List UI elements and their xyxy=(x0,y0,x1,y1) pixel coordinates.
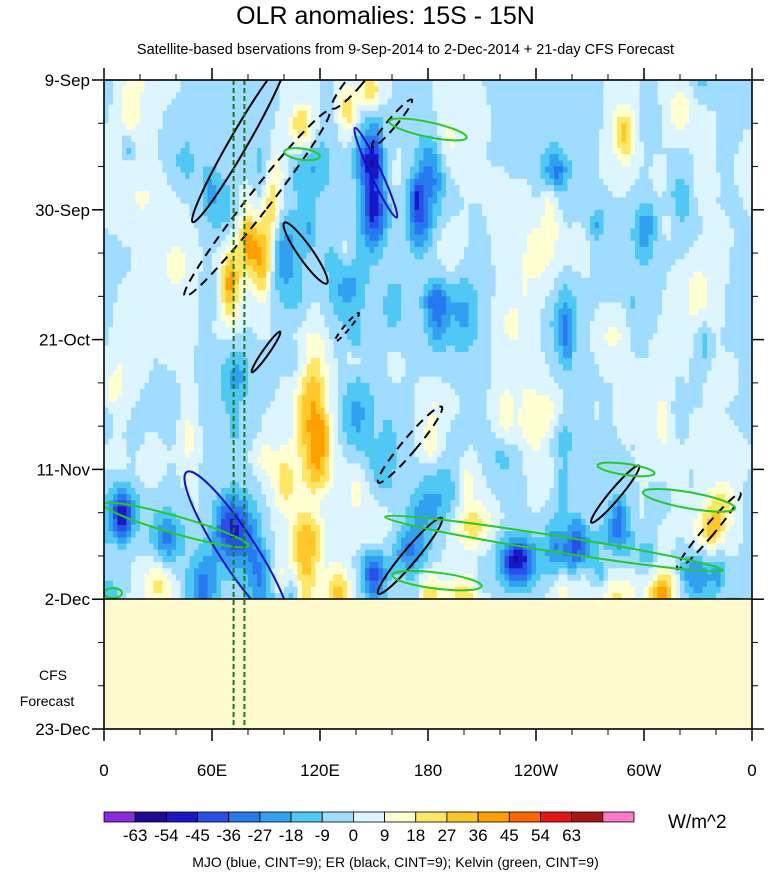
colorbar-swatch xyxy=(165,811,198,823)
y-tick-label: 2-Dec xyxy=(45,590,91,609)
wave-filter-contours xyxy=(104,80,752,599)
chart-subtitle: Satellite-based bservations from 9-Sep-2… xyxy=(136,42,675,58)
colorbar-label: 18 xyxy=(406,826,425,845)
kelvin-contour xyxy=(641,487,737,513)
colorbar-swatch xyxy=(415,811,448,823)
y-tick-label: 21-Oct xyxy=(39,331,90,350)
er-contour-dashed xyxy=(333,311,361,343)
forecast-label-cfs: CFS xyxy=(39,667,67,683)
colorbar-label: 9 xyxy=(380,826,389,845)
kelvin-contour xyxy=(104,501,250,549)
mjo-contour xyxy=(353,126,399,219)
colorbar-swatch xyxy=(508,811,541,823)
colorbar-units: W/m^2 xyxy=(668,812,727,833)
er-contour-dashed xyxy=(330,80,382,110)
reference-dashed-lines xyxy=(232,80,246,729)
colorbar: -63 -54 -45 -36 -27 -18 -9 0 9 18 27 36 45 54 63 xyxy=(103,811,635,845)
colorbar-label: -63 xyxy=(123,826,148,845)
kelvin-contour xyxy=(596,461,656,478)
colorbar-label: 45 xyxy=(500,826,519,845)
y-tick-label: 11-Nov xyxy=(36,460,90,479)
er-contour-solid xyxy=(282,221,329,285)
colorbar-swatch xyxy=(602,811,635,823)
colorbar-label: -18 xyxy=(279,826,304,845)
forecast-area xyxy=(104,599,752,729)
x-tick-label: 0 xyxy=(99,761,108,780)
colorbar-label: -27 xyxy=(248,826,273,845)
x-tick-label: 60W xyxy=(627,761,662,780)
colorbar-label: 54 xyxy=(531,826,550,845)
kelvin-contour xyxy=(388,117,468,142)
kelvin-contour xyxy=(384,514,724,573)
mjo-contour xyxy=(183,470,291,599)
colorbar-label: -36 xyxy=(216,826,241,845)
colorbar-swatch xyxy=(321,811,354,823)
colorbar-label: -9 xyxy=(315,826,330,845)
colorbar-swatch xyxy=(353,811,385,823)
legend-note: MJO (blue, CINT=9); ER (black, CINT=9); … xyxy=(192,854,599,870)
colorbar-label: 63 xyxy=(562,826,581,845)
colorbar-swatch xyxy=(134,811,167,823)
forecast-label-forecast: Forecast xyxy=(19,693,75,709)
colorbar-swatch xyxy=(290,811,323,823)
chart-title: OLR anomalies: 15S - 15N xyxy=(236,2,535,30)
er-contour-solid xyxy=(250,330,282,374)
kelvin-contour xyxy=(283,147,321,162)
x-axis: 0 60E 120E 180 120W 60W 0 xyxy=(99,68,757,780)
colorbar-label: -54 xyxy=(154,826,179,845)
x-tick-label: 0 xyxy=(747,761,756,780)
colorbar-swatch xyxy=(477,811,510,823)
colorbar-swatch xyxy=(384,811,417,823)
colorbar-label: 0 xyxy=(349,826,358,845)
x-tick-label: 120W xyxy=(514,761,558,780)
olr-field xyxy=(104,80,752,599)
kelvin-contour xyxy=(391,569,483,592)
colorbar-swatch xyxy=(228,811,261,823)
kelvin-contour xyxy=(104,587,123,599)
er-contour-solid xyxy=(190,80,288,224)
colorbar-swatch xyxy=(446,811,479,823)
y-tick-label: 30-Sep xyxy=(35,201,90,220)
colorbar-swatch xyxy=(571,811,604,823)
x-tick-label: 60E xyxy=(197,761,227,780)
colorbar-swatch xyxy=(103,811,136,823)
colorbar-label: 36 xyxy=(469,826,488,845)
colorbar-swatch xyxy=(540,811,573,823)
er-contour-dashed xyxy=(376,405,444,484)
y-tick-label: 9-Sep xyxy=(45,71,90,90)
x-tick-label: 120E xyxy=(300,761,340,780)
y-tick-label: 23-Dec xyxy=(35,720,90,739)
colorbar-label: 27 xyxy=(437,826,456,845)
colorbar-swatch xyxy=(197,811,230,823)
colorbar-swatch xyxy=(259,811,292,823)
colorbar-label: -45 xyxy=(185,826,210,845)
er-contour-solid xyxy=(376,516,444,596)
x-tick-label: 180 xyxy=(414,761,442,780)
y-axis: 9-Sep 30-Sep 21-Oct 11-Nov 2-Dec 23-Dec xyxy=(35,71,764,739)
